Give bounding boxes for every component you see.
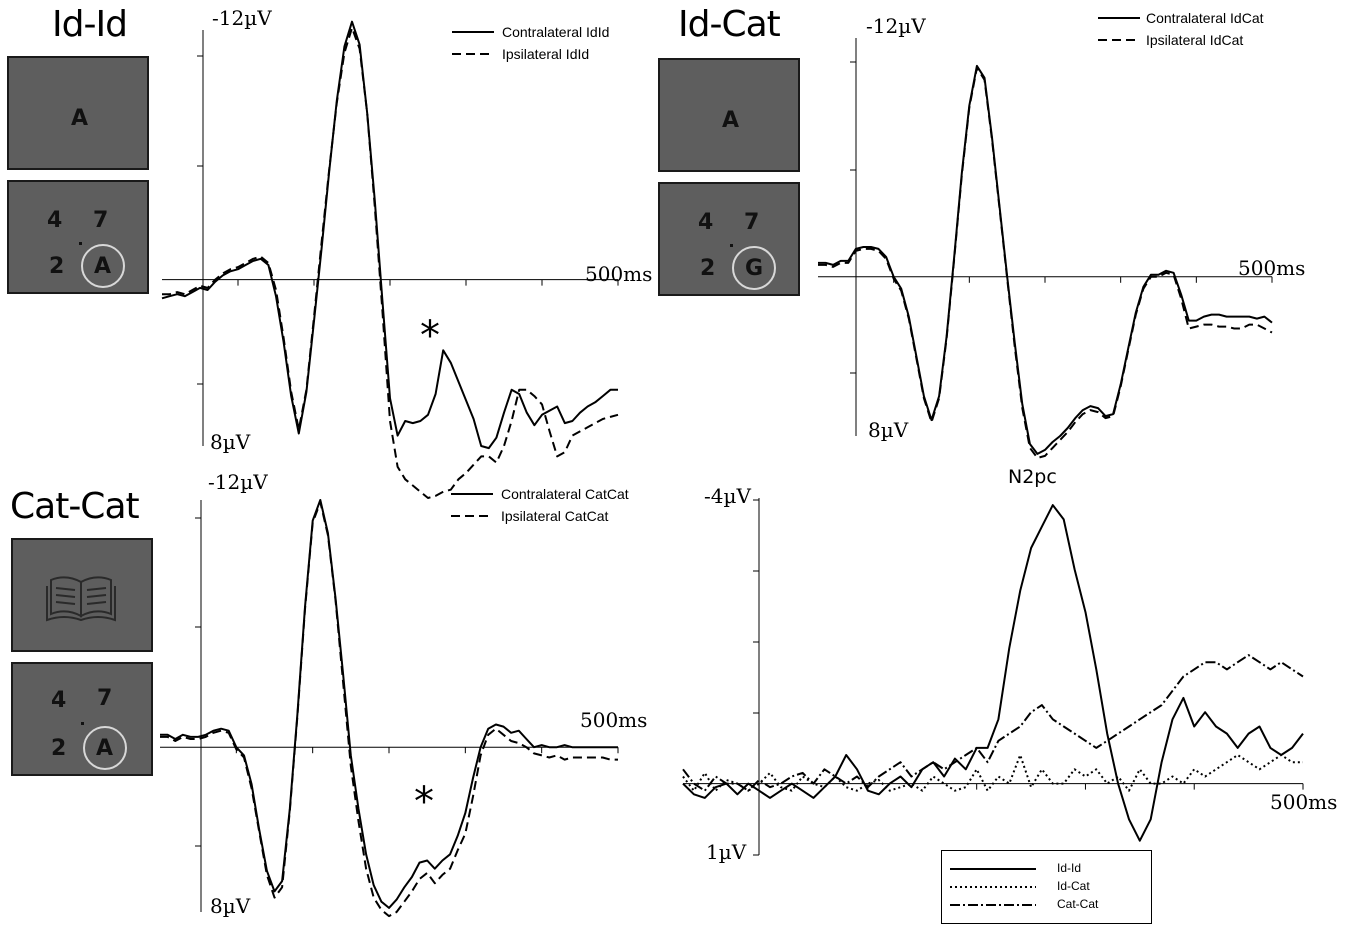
idid-legend-ipsi: Ipsilateral IdId (502, 46, 590, 62)
catcat-significance-marker: * (414, 779, 434, 825)
fixation-dot (79, 242, 82, 245)
digit-top-left: 4 (51, 688, 67, 713)
idcat-xlabel: 500ms (1238, 256, 1306, 280)
cue-letter: A (71, 106, 89, 131)
digit-top-left: 4 (698, 210, 714, 235)
idid-legend-contra: Contralateral IdId (502, 24, 610, 40)
n2pc-ytop-label: -4µV (704, 484, 751, 508)
idid-xlabel: 500ms (585, 262, 653, 286)
cue-display-idcat: A (658, 58, 800, 172)
target-ring (81, 244, 125, 288)
idcat-legend-ipsi: Ipsilateral IdCat (1146, 32, 1244, 48)
book-icon (46, 576, 116, 622)
digit-top-right: 7 (97, 686, 113, 711)
condition-title-catcat: Cat-Cat (10, 486, 140, 527)
search-display-idid: 4 7 2 A (7, 180, 149, 294)
idid-significance-marker: * (420, 313, 440, 359)
cue-letter: A (722, 108, 740, 133)
cue-display-catcat (11, 538, 153, 652)
target-ring (83, 726, 127, 770)
n2pc-legend-idcat: Id-Cat (1057, 879, 1090, 893)
catcat-legend-contra: Contralateral CatCat (501, 486, 629, 502)
target-ring (732, 246, 776, 290)
idid-series-solid (161, 20, 618, 450)
target-letter: A (94, 254, 112, 279)
digit-bottom-left: 2 (700, 256, 716, 281)
idcat-ybottom-label: 8µV (868, 418, 909, 442)
digit-bottom-left: 2 (51, 736, 67, 761)
idcat-legend-contra: Contralateral IdCat (1146, 10, 1264, 26)
search-display-catcat: 4 7 2 A (11, 662, 153, 776)
n2pc-series-dashdot (682, 654, 1304, 792)
n2pc-title: N2pc (1008, 466, 1057, 488)
fixation-dot (730, 244, 733, 247)
condition-title-idcat: Id-Cat (678, 4, 781, 45)
n2pc-ybottom-label: 1µV (706, 840, 747, 864)
n2pc-legend-catcat: Cat-Cat (1057, 897, 1099, 911)
idid-ytop-label: -12µV (212, 6, 272, 30)
n2pc-series-solid (682, 504, 1304, 842)
catcat-ybottom-label: 8µV (210, 894, 251, 918)
fixation-dot (81, 722, 84, 725)
idcat-ytop-label: -12µV (866, 14, 926, 38)
n2pc-series-dotted (682, 754, 1303, 792)
catcat-series-dashed (160, 501, 618, 918)
catcat-ytop-label: -12µV (208, 470, 268, 494)
idid-ybottom-label: 8µV (210, 430, 251, 454)
search-display-idcat: 4 7 2 G (658, 182, 800, 296)
digit-top-right: 7 (744, 210, 760, 235)
n2pc-xlabel: 500ms (1270, 790, 1338, 814)
catcat-series-solid (160, 499, 618, 909)
target-letter: A (96, 736, 114, 761)
catcat-xlabel: 500ms (580, 708, 648, 732)
idid-series-dashed (162, 26, 619, 499)
cue-display-idid: A (7, 56, 149, 170)
catcat-legend-ipsi: Ipsilateral CatCat (501, 508, 609, 524)
idcat-series-solid (818, 64, 1273, 455)
digit-top-right: 7 (93, 208, 109, 233)
condition-title-idid: Id-Id (52, 4, 128, 45)
digit-top-left: 4 (47, 208, 63, 233)
target-letter: G (745, 256, 764, 281)
n2pc-legend (941, 850, 1152, 924)
idcat-series-dashed (818, 66, 1273, 459)
n2pc-legend-idid: Id-Id (1057, 861, 1082, 875)
digit-bottom-left: 2 (49, 254, 65, 279)
